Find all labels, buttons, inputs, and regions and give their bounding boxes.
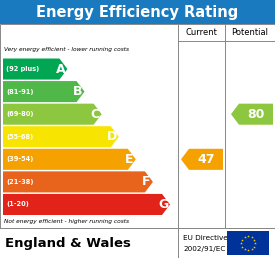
- Text: 2002/91/EC: 2002/91/EC: [183, 246, 225, 252]
- Polygon shape: [3, 59, 67, 79]
- Polygon shape: [3, 149, 136, 170]
- Polygon shape: [3, 171, 153, 192]
- Bar: [0, 24, 275, 228]
- Polygon shape: [3, 194, 170, 215]
- Text: C: C: [90, 108, 99, 121]
- Text: G: G: [158, 198, 168, 211]
- Text: (81-91): (81-91): [6, 88, 34, 95]
- Text: A: A: [56, 62, 65, 76]
- Text: (21-38): (21-38): [6, 179, 34, 185]
- Text: (39-54): (39-54): [6, 156, 33, 162]
- Text: Potential: Potential: [232, 28, 268, 37]
- Text: D: D: [107, 130, 117, 143]
- Text: (1-20): (1-20): [6, 201, 29, 207]
- Text: Not energy efficient - higher running costs: Not energy efficient - higher running co…: [4, 219, 129, 223]
- Bar: [0, 0, 275, 24]
- Text: England & Wales: England & Wales: [5, 237, 131, 249]
- Text: 47: 47: [197, 153, 215, 166]
- Text: Energy Efficiency Rating: Energy Efficiency Rating: [36, 4, 239, 20]
- Text: E: E: [125, 153, 133, 166]
- Text: Very energy efficient - lower running costs: Very energy efficient - lower running co…: [4, 47, 129, 52]
- Text: 80: 80: [247, 108, 265, 121]
- Polygon shape: [181, 149, 223, 170]
- Text: (92 plus): (92 plus): [6, 66, 39, 72]
- Text: B: B: [73, 85, 82, 98]
- Text: (69-80): (69-80): [6, 111, 34, 117]
- Polygon shape: [231, 104, 273, 125]
- Text: F: F: [142, 175, 150, 188]
- Bar: [227, 231, 269, 255]
- Text: EU Directive: EU Directive: [183, 235, 228, 241]
- Polygon shape: [3, 81, 84, 102]
- Polygon shape: [3, 104, 102, 125]
- Text: (55-68): (55-68): [6, 134, 33, 140]
- Text: Current: Current: [186, 28, 218, 37]
- Polygon shape: [3, 126, 119, 147]
